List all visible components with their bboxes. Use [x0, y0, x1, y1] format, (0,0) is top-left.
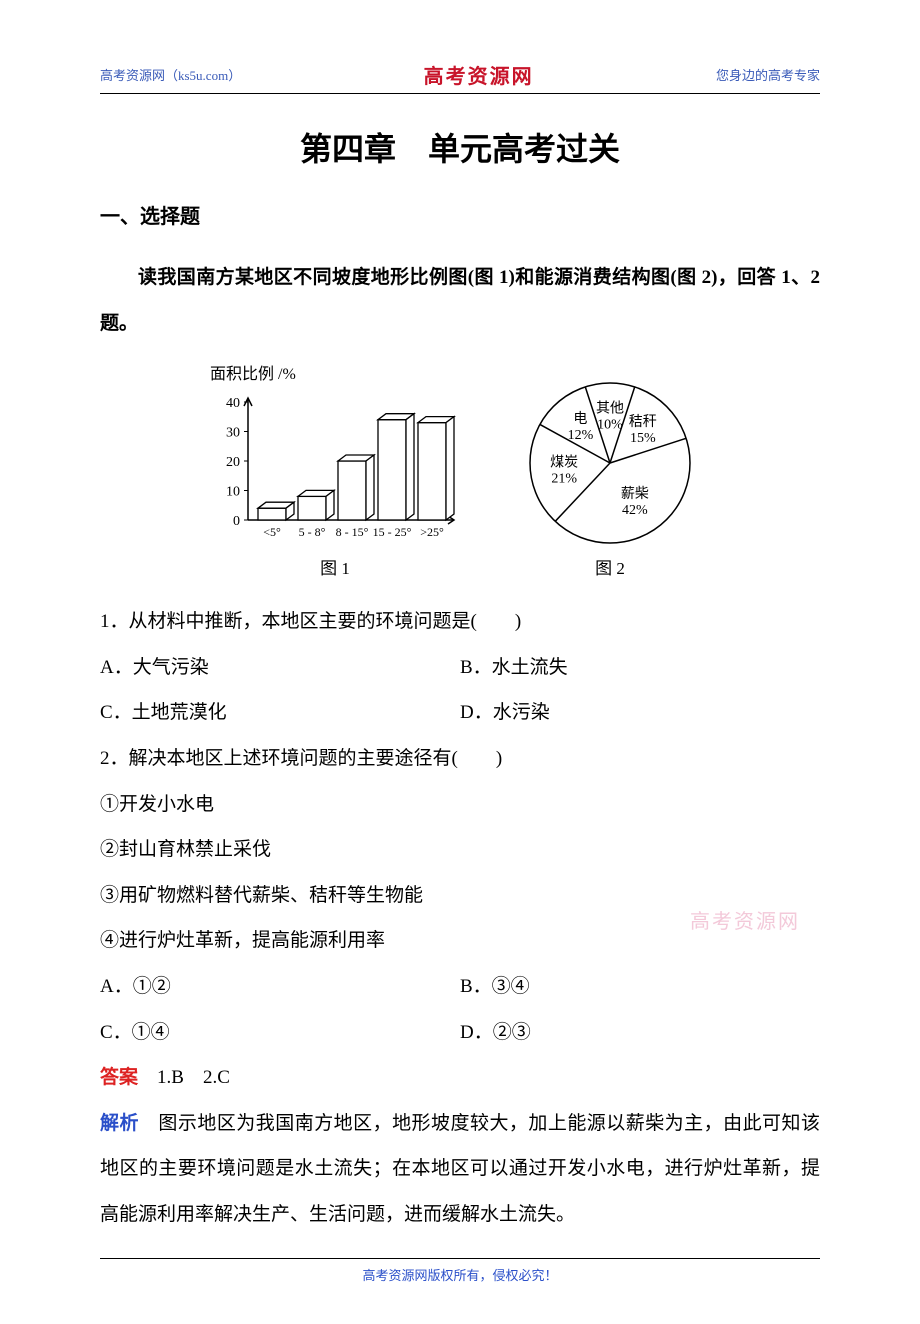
- page-footer: 高考资源网版权所有，侵权必究！: [100, 1258, 820, 1284]
- svg-text:其他: 其他: [596, 401, 624, 417]
- intro-paragraph: 读我国南方某地区不同坡度地形比例图(图 1)和能源消费结构图(图 2)，回答 1…: [100, 255, 820, 346]
- figure-2: 秸秆15% 薪柴42% 煤炭21% 电12%其他10% 图 2: [510, 363, 710, 579]
- figure-2-caption: 图 2: [510, 554, 710, 579]
- q1-option-b: B．水土流失: [460, 645, 568, 691]
- q1-stem: 1．从材料中推断，本地区主要的环境问题是( ): [100, 599, 820, 645]
- q1-options-row2: C．土地荒漠化 D．水污染: [100, 690, 820, 736]
- svg-text:0: 0: [233, 514, 240, 529]
- svg-text:<5°: <5°: [263, 525, 281, 539]
- q2-stem: 2．解决本地区上述环境问题的主要途径有( ): [100, 736, 820, 782]
- svg-text:8 - 15°: 8 - 15°: [336, 525, 369, 539]
- header-center-logo: 高考资源网: [424, 60, 534, 89]
- q2-option-c: C．①④: [100, 1010, 460, 1056]
- svg-text:>25°: >25°: [420, 525, 444, 539]
- q2-options-row1: A．①② B．③④: [100, 964, 820, 1010]
- svg-text:10%: 10%: [597, 418, 623, 433]
- figure-1: 面积比例 /% 0 10 20 30 40 <5° 5 - 8° 8 - 15° 15 - 25…: [210, 360, 460, 579]
- q1-option-a: A．大气污染: [100, 645, 460, 691]
- q1-option-d: D．水污染: [460, 690, 550, 736]
- explain-label: 解析: [100, 1113, 139, 1134]
- explain-text: 图示地区为我国南方地区，地形坡度较大，加上能源以薪柴为主，由此可知该地区的主要环…: [100, 1113, 820, 1225]
- q2-option-a: A．①②: [100, 964, 460, 1010]
- svg-text:煤炭: 煤炭: [550, 454, 578, 470]
- page-header: 高考资源网（ks5u.com） 高考资源网 您身边的高考专家: [100, 60, 820, 94]
- q2-option-b: B．③④: [460, 964, 530, 1010]
- svg-text:15%: 15%: [630, 431, 656, 446]
- header-left: 高考资源网（ks5u.com）: [100, 65, 241, 84]
- q2-option-d: D．②③: [460, 1010, 531, 1056]
- svg-text:12%: 12%: [568, 428, 594, 443]
- answer-text: 1.B 2.C: [138, 1067, 230, 1088]
- svg-text:5 - 8°: 5 - 8°: [299, 525, 326, 539]
- bar-chart-axis-title: 面积比例 /%: [210, 360, 460, 384]
- explanation-paragraph: 解析 图示地区为我国南方地区，地形坡度较大，加上能源以薪柴为主，由此可知该地区的…: [100, 1101, 820, 1238]
- q2-item-1: ①开发小水电: [100, 782, 820, 828]
- header-right: 您身边的高考专家: [716, 65, 820, 84]
- q1-options-row1: A．大气污染 B．水土流失: [100, 645, 820, 691]
- q2-item-3: ③用矿物燃料替代薪柴、秸秆等生物能: [100, 873, 820, 919]
- svg-text:电: 电: [573, 411, 587, 427]
- figure-row: 面积比例 /% 0 10 20 30 40 <5° 5 - 8° 8 - 15° 15 - 25…: [100, 360, 820, 579]
- page-title: 第四章 单元高考过关: [100, 124, 820, 170]
- q2-item-4: ④进行炉灶革新，提高能源利用率: [100, 918, 820, 964]
- figure-1-caption: 图 1: [210, 554, 460, 579]
- q1-option-c: C．土地荒漠化: [100, 690, 460, 736]
- bar-chart: 0 10 20 30 40 <5° 5 - 8° 8 - 15° 15 - 25° >25°: [210, 388, 460, 548]
- svg-text:10: 10: [226, 485, 240, 500]
- svg-text:40: 40: [226, 396, 240, 411]
- section-heading: 一、选择题: [100, 200, 820, 229]
- svg-text:20: 20: [226, 455, 240, 470]
- answer-label: 答案: [100, 1067, 138, 1088]
- svg-text:42%: 42%: [622, 503, 648, 518]
- svg-text:秸秆: 秸秆: [629, 414, 657, 430]
- q2-item-2: ②封山育林禁止采伐: [100, 827, 820, 873]
- answer-line: 答案 1.B 2.C: [100, 1055, 820, 1101]
- pie-chart: 秸秆15% 薪柴42% 煤炭21% 电12%其他10%: [510, 363, 710, 548]
- q2-options-row2: C．①④ D．②③: [100, 1010, 820, 1056]
- svg-text:30: 30: [226, 426, 240, 441]
- page: 高考资源网（ks5u.com） 高考资源网 您身边的高考专家 第四章 单元高考过…: [0, 0, 920, 1324]
- svg-text:薪柴: 薪柴: [621, 486, 649, 502]
- svg-text:15 - 25°: 15 - 25°: [373, 525, 412, 539]
- svg-text:21%: 21%: [551, 471, 577, 486]
